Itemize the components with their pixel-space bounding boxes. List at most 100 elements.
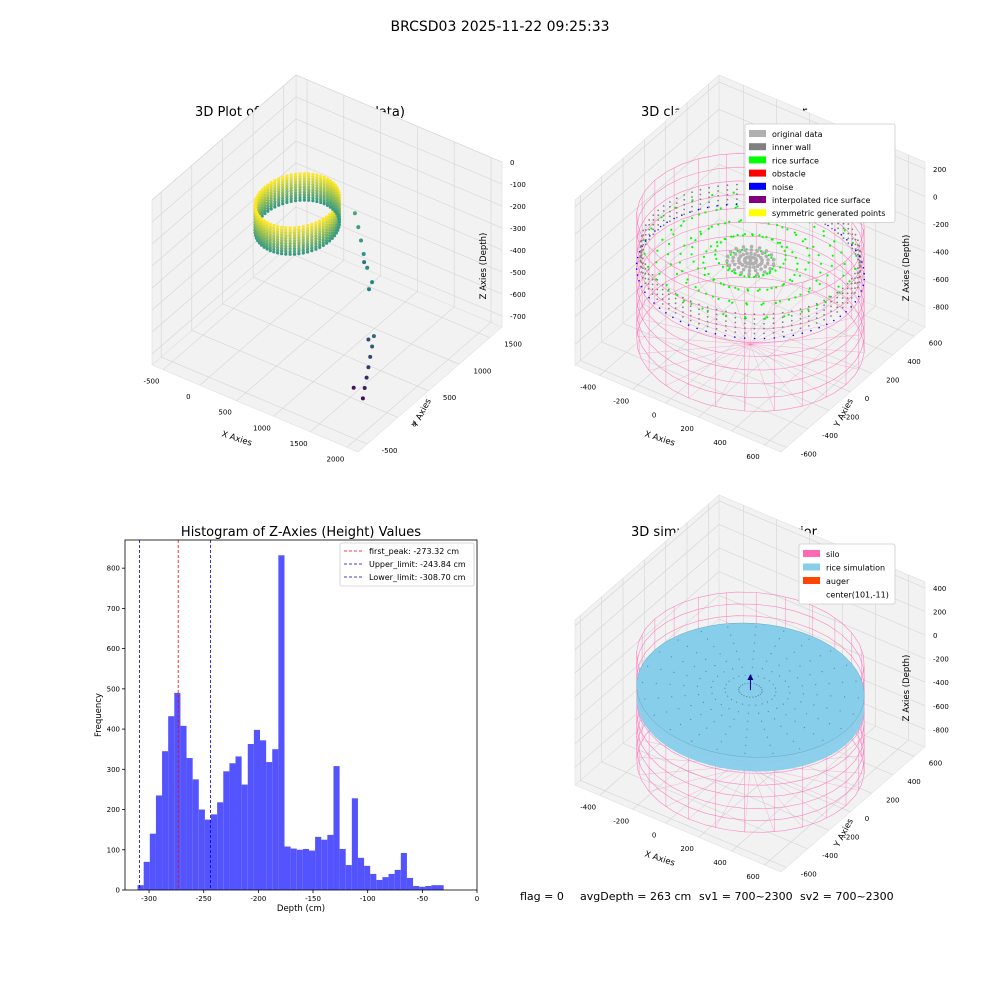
inner-wall-point [772,322,775,325]
silo-bottom-spoke [744,765,751,832]
rice-surface-point [643,252,646,255]
raw-ring-point [328,179,332,183]
inner-wall-point [706,316,709,318]
rice-mesh-point [679,723,682,726]
raw-ring-point [318,235,322,239]
z-tick-label: -400 [510,247,526,255]
inner-wall-point [640,256,643,259]
raw-ring-point [318,237,322,242]
inner-wall-point [854,233,857,236]
raw-ring-point [289,176,293,180]
x-gridline [236,110,381,401]
rice-mesh-point [805,713,808,715]
raw-ring-point [280,225,284,229]
z-tick-label: -800 [933,303,949,311]
histogram-bar [413,885,420,890]
rice-surface-point [766,316,769,319]
rice-mesh-point [741,693,743,696]
raw-ring-point [328,231,332,235]
raw-ring-point [280,244,284,248]
rice-mesh-point [728,708,730,710]
raw-ring-point [330,213,334,217]
raw-ring-point [310,243,314,248]
rice-mesh-point [830,650,832,652]
rice-surface-point [732,235,735,238]
inner-wall-point [689,319,692,322]
raw-ring-point [297,249,301,253]
y-tick-label: 100 [107,846,120,854]
raw-ring-point [302,190,306,194]
inner-wall-point [859,275,862,278]
rice-surface-point [831,254,834,257]
x-tick-label: -150 [305,895,321,903]
inner-wall-point [836,306,839,309]
histogram-bar [296,849,303,890]
rice-surface-point [682,299,686,302]
rice-mesh-point [684,695,686,697]
inner-wall-point [807,305,810,308]
raw-ring-point [289,178,293,182]
inner-wall-point [652,223,655,226]
legend-label: silo [826,550,840,559]
rice-mesh-point [666,711,668,713]
inner-wall-point [715,308,718,311]
raw-ring-point [330,228,334,232]
raw-ring-point [277,187,281,191]
raw-ring-point [297,233,301,237]
raw-ring-point [322,186,326,190]
silo-bottom-spoke [665,765,751,807]
raw-ring-point [273,184,277,188]
x-tick-label: 0 [652,411,656,419]
inner-wall-point [850,292,853,295]
rice-mesh-point [788,686,790,688]
rice-mesh-point [686,645,688,648]
noise-point [801,332,804,335]
noise-point [846,239,848,241]
rice-surface-point [744,315,747,319]
rice-surface-point [715,208,718,212]
inner-wall-point [662,205,665,207]
rice-mesh-point [793,651,795,653]
rice-surface-point [722,313,725,316]
rice-mesh-point [769,744,771,746]
rice-surface-point [712,279,715,282]
histogram-bar [370,873,377,890]
raw-ring-point [260,238,264,242]
rice-surface-point [705,292,708,295]
inner-wall-point [772,317,775,320]
y-tick-label: -200 [843,833,859,841]
rice-surface-point [723,222,727,225]
histogram-bar [241,784,248,890]
raw-ring-point [328,202,332,207]
rice-surface-point [787,313,790,316]
rice-mesh-point [647,665,649,668]
raw-ring-point [281,175,285,179]
inner-wall-point [674,297,677,300]
rice-surface-point [734,286,737,289]
raw-ring-point [269,204,273,208]
raw-ring-point [325,195,330,199]
inner-wall-point [640,271,643,273]
raw-ring-point [260,225,264,229]
y-tick-label: 400 [907,358,920,366]
raw-ring-point [268,225,272,229]
panel1-axes-box [151,74,503,453]
rice-mesh-point [732,668,734,670]
raw-ring-point [331,183,335,187]
raw-ring-point [306,231,310,236]
rice-mesh-point [833,667,835,670]
noise-point [696,327,698,330]
original-data-point [753,268,758,273]
inner-wall-point [651,288,654,291]
raw-ring-point [273,179,277,183]
histogram-bar [272,749,279,890]
y-gridline [622,578,830,831]
raw-ring-point [302,193,306,197]
inner-wall-point [831,222,833,225]
rice-mesh-point [642,681,644,684]
inner-wall-point [640,261,643,264]
rice-mesh-point [821,671,823,673]
inner-wall-point [669,205,671,208]
raw-ring-point [265,244,269,248]
rice-mesh-point [738,687,740,689]
